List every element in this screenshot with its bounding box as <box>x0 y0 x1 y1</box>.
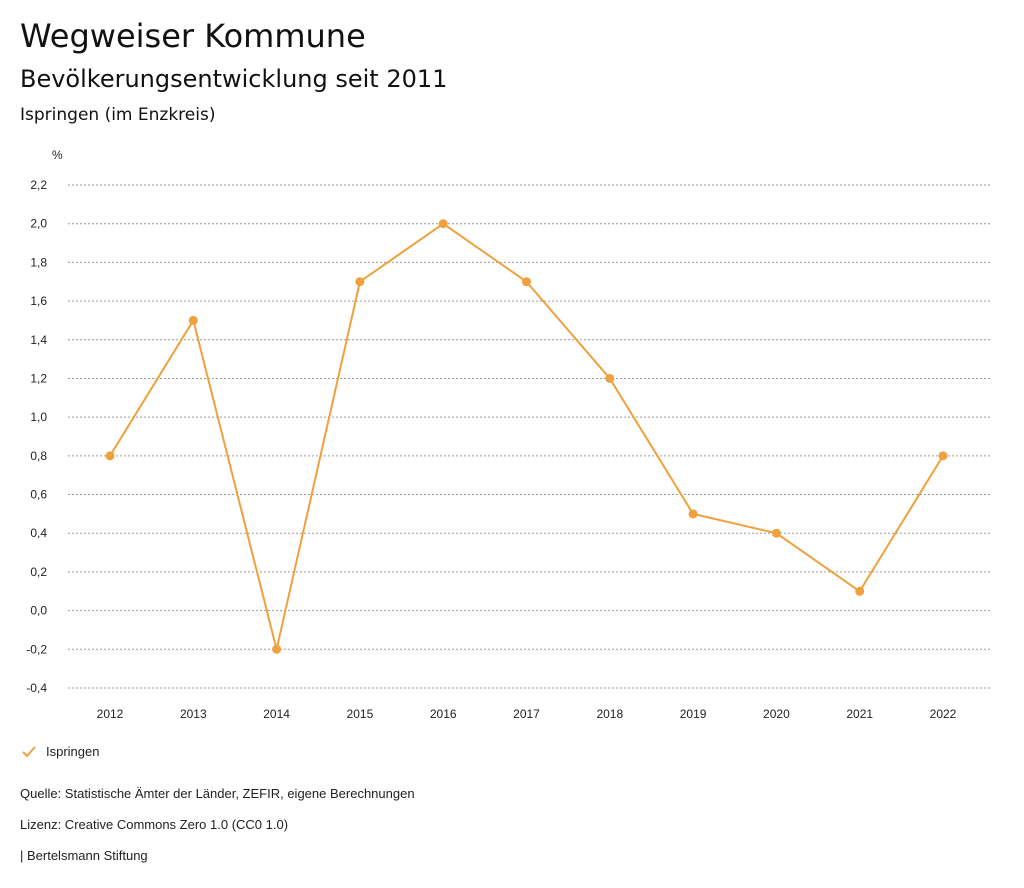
data-point <box>688 509 698 519</box>
legend-item-ispringen[interactable]: Ispringen <box>22 744 99 759</box>
y-tick-label: 1,0 <box>30 410 47 424</box>
y-axis-unit: % <box>52 148 63 162</box>
data-point <box>188 315 198 325</box>
y-tick-label: 1,2 <box>30 371 47 385</box>
x-tick-label: 2014 <box>263 707 290 721</box>
y-tick-label: 2,2 <box>30 178 47 192</box>
y-tick-label: 0,0 <box>30 604 47 618</box>
x-tick-label: 2019 <box>680 707 707 721</box>
legend-label: Ispringen <box>46 744 100 759</box>
y-axis-ticks: 2,2 2,0 1,8 1,6 1,4 1,2 1,0 0,8 0,6 0,4 0,2 0,0 -0,2… <box>26 178 47 695</box>
x-tick-label: 2022 <box>930 707 957 721</box>
y-tick-label: 1,8 <box>30 255 47 269</box>
y-tick-label: 0,2 <box>30 565 47 579</box>
x-tick-label: 2016 <box>430 707 457 721</box>
x-tick-label: 2015 <box>347 707 374 721</box>
y-tick-label: -0,4 <box>26 681 47 695</box>
data-point <box>855 586 865 596</box>
y-tick-label: 0,8 <box>30 449 47 463</box>
x-tick-label: 2020 <box>763 707 790 721</box>
check-icon <box>22 746 36 757</box>
license-note: Lizenz: Creative Commons Zero 1.0 (CC0 1… <box>20 817 289 832</box>
source-note: Quelle: Statistische Ämter der Länder, Z… <box>20 786 415 801</box>
data-point <box>355 277 365 287</box>
x-tick-label: 2021 <box>846 707 873 721</box>
y-tick-label: 1,6 <box>30 294 47 308</box>
data-point <box>522 277 531 287</box>
series-ispringen <box>105 219 948 654</box>
y-tick-label: 2,0 <box>30 217 47 231</box>
data-point <box>438 219 448 229</box>
grid-lines <box>68 184 990 689</box>
y-tick-label: 1,4 <box>30 333 47 347</box>
data-point <box>771 528 781 538</box>
chart-subtitle: Bevölkerungsentwicklung seit 2011 <box>20 65 448 93</box>
x-tick-label: 2018 <box>596 707 623 721</box>
organization-note: | Bertelsmann Stiftung <box>20 848 148 863</box>
data-point <box>105 451 115 461</box>
y-tick-label: -0,2 <box>26 642 47 656</box>
x-axis-ticks: 2012 2013 2014 2015 2016 2017 2018 2019 2020 2021… <box>97 707 957 721</box>
y-tick-label: 0,4 <box>30 526 47 540</box>
x-tick-label: 2013 <box>180 707 207 721</box>
x-tick-label: 2012 <box>97 707 124 721</box>
series-line <box>109 222 944 651</box>
x-tick-label: 2017 <box>513 707 540 721</box>
data-point <box>938 451 948 461</box>
data-point <box>272 644 282 654</box>
municipality-label: Ispringen (im Enzkreis) <box>20 105 216 125</box>
page-title: Wegweiser Kommune <box>20 17 366 55</box>
line-chart: % 2,2 2,0 1,8 1,6 1,4 1,2 1,0 0,8 0,6 0,4 0,2 0,0 -0… <box>26 148 990 721</box>
data-point <box>605 373 615 383</box>
y-tick-label: 0,6 <box>30 488 47 502</box>
